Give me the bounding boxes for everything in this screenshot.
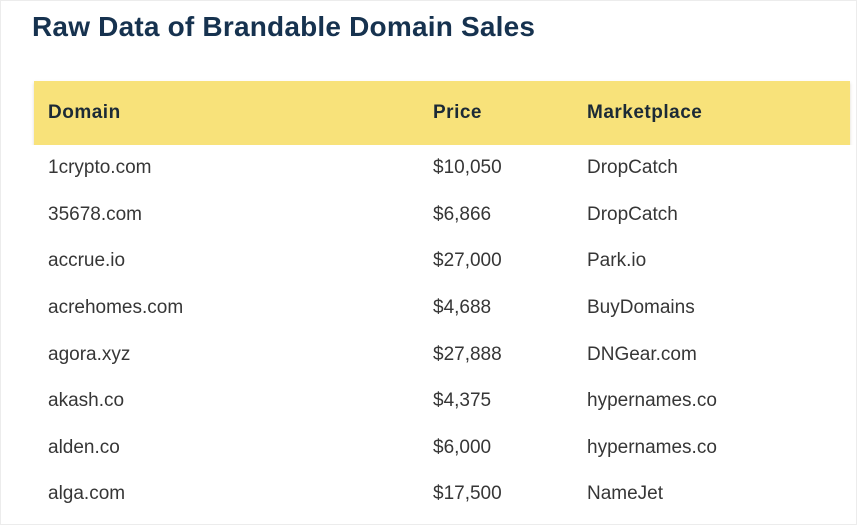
cell-domain: alden.co: [48, 436, 120, 458]
page-title: Raw Data of Brandable Domain Sales: [32, 11, 536, 42]
column-header-price: Price: [433, 102, 482, 123]
table-row: acrehomes.com $4,688 BuyDomains: [1, 284, 856, 332]
table-row: 1crypto.com $10,050 DropCatch: [1, 145, 856, 192]
cell-marketplace: hypernames.co: [587, 436, 717, 458]
cell-domain: 1crypto.com: [48, 157, 152, 179]
domain-sales-table: Domain Price Marketplace 1crypto.com $10,…: [1, 81, 856, 518]
cell-price: $27,000: [433, 250, 502, 272]
table-row: akash.co $4,375 hypernames.co: [1, 377, 856, 425]
cell-domain: akash.co: [48, 390, 125, 412]
cell-price: $4,375: [433, 390, 492, 412]
cell-marketplace: DropCatch: [587, 203, 678, 225]
cell-marketplace: DNGear.com: [587, 343, 697, 365]
cell-price: $4,688: [433, 297, 492, 319]
table-row: agora.xyz $27,888 DNGear.com: [1, 331, 856, 378]
cell-price: $6,000: [433, 436, 492, 458]
cell-marketplace: DropCatch: [587, 157, 678, 179]
table-row: alga.com $17,500 NameJet: [1, 471, 856, 518]
table-header-row: Domain Price Marketplace: [34, 81, 850, 145]
table-row: alden.co $6,000 hypernames.co: [1, 424, 856, 472]
cell-price: $6,866: [433, 203, 492, 225]
cell-domain: acrehomes.com: [48, 297, 184, 319]
column-header-marketplace: Marketplace: [587, 102, 703, 123]
cell-price: $27,888: [433, 343, 502, 365]
cell-domain: 35678.com: [48, 203, 143, 225]
cell-marketplace: NameJet: [587, 483, 664, 505]
cell-marketplace: hypernames.co: [587, 390, 717, 412]
table-row: accrue.io $27,000 Park.io: [1, 238, 856, 285]
table-row: 35678.com $6,866 DropCatch: [1, 191, 856, 239]
cell-price: $10,050: [433, 157, 502, 179]
cell-price: $17,500: [433, 483, 502, 505]
column-header-domain: Domain: [48, 102, 121, 123]
cell-domain: agora.xyz: [48, 343, 131, 365]
cell-marketplace: BuyDomains: [587, 297, 695, 319]
cell-marketplace: Park.io: [587, 250, 647, 272]
cell-domain: alga.com: [48, 483, 126, 505]
cell-domain: accrue.io: [48, 250, 126, 272]
table-body: 1crypto.com $10,050 DropCatch 35678.com $6,8…: [1, 145, 856, 518]
